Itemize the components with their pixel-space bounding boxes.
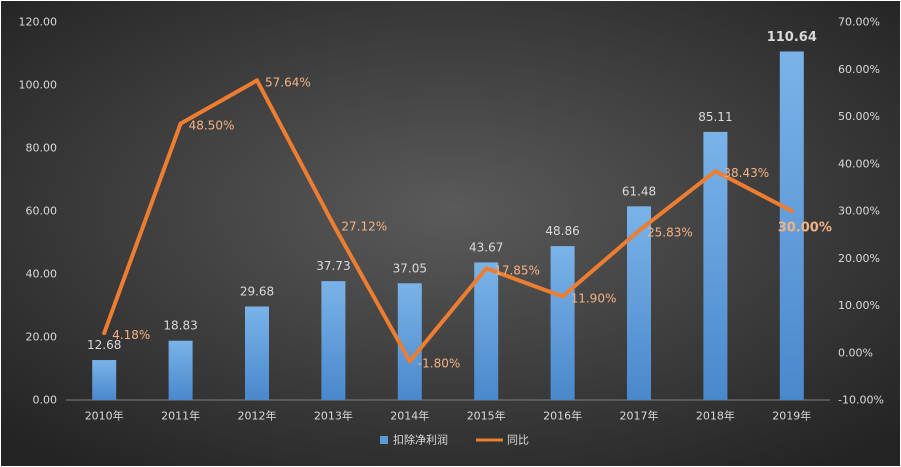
left-axis-tick-label: 0.00 [33,394,58,407]
yoy-line [102,78,794,364]
right-axis-tick-label: 60.00% [838,63,880,76]
legend-item-yoy: 同比 [476,434,529,447]
bar-value-label-2017: 61.48 [622,184,656,198]
right-axis-tick-label: 40.00% [838,157,880,170]
bar-value-label-2016: 48.86 [545,224,579,238]
yoy-point-2010 [102,330,107,335]
left-axis-tick-label: 80.00 [26,142,58,155]
yoy-point-2011 [178,121,183,126]
right-axis-tick-label: 30.00% [838,205,880,218]
yoy-point-2015 [484,266,489,271]
left-axis-tick-label: 40.00 [26,268,58,281]
bar-value-label-2014: 37.05 [393,261,427,275]
x-axis-tick-label-2018: 2018年 [696,409,735,423]
x-axis-tick-label-2016: 2016年 [543,409,582,423]
right-axis-tick-label: 20.00% [838,252,880,265]
legend-label-deducted-net-profit: 扣除净利润 [393,433,448,447]
yoy-value-label-2010: 4.18% [112,328,150,342]
line-series-yoy [102,78,794,364]
left-axis-tick-label: 120.00 [19,16,58,29]
bar-value-label-2018: 85.11 [698,110,732,124]
right-axis-tick-label: 10.00% [838,299,880,312]
bar-2012 [245,306,269,400]
legend-item-deducted-net-profit: 扣除净利润 [380,433,448,447]
yoy-value-label-2015: 17.85% [494,263,540,277]
bar-series-deducted-net-profit [92,51,804,400]
bar-2019 [779,51,804,400]
left-axis-tick-label: 60.00 [26,205,58,218]
bar-value-label-2019: 110.64 [767,30,817,45]
yoy-value-label-2016: 11.90% [571,292,617,306]
x-axis-tick-label-2019: 2019年 [772,409,811,423]
yoy-value-label-2019: 30.00% [778,221,832,236]
bar-2010 [92,360,117,400]
bar-value-label-2013: 37.73 [316,259,350,273]
right-axis-tick-label: -10.00% [838,394,884,407]
yoy-value-label-2018: 38.43% [723,166,769,180]
x-axis-tick-label-2015: 2015年 [467,409,506,423]
left-axis-tick-label: 100.00 [19,79,58,92]
bar-2016 [550,246,575,400]
yoy-point-2018 [713,169,718,174]
x-axis-tick-label-2011: 2011年 [161,409,200,423]
right-axis-tick-label: 0.00% [838,346,873,359]
yoy-value-label-2017: 25.83% [647,226,693,240]
yoy-point-2019 [789,209,794,213]
bar-value-label-2015: 43.67 [469,240,503,254]
legend-swatch-bar [380,436,388,444]
x-axis-tick-label-2010: 2010年 [85,409,124,423]
yoy-value-label-2011: 48.50% [189,119,235,133]
yoy-point-2016 [560,294,565,299]
yoy-value-label-2012: 57.64% [265,75,311,89]
right-axis-tick-label: 70.00% [838,16,880,29]
yoy-value-label-2013: 27.12% [341,220,387,234]
x-axis-tick-label-2012: 2012年 [238,409,277,423]
x-axis-tick-label-2013: 2013年 [314,409,353,423]
bar-2013 [321,281,346,400]
yoy-point-2013 [331,222,336,227]
bar-2015 [474,262,499,400]
bar-2014 [397,283,422,400]
x-axis-tick-label-2014: 2014年 [390,409,429,423]
bar-value-label-2012: 29.68 [240,285,274,299]
yoy-point-2017 [637,228,641,233]
x-axis-tick-label-2017: 2017年 [620,409,659,423]
legend: 扣除净利润 同比 [380,433,529,447]
legend-label-yoy: 同比 [507,434,529,447]
yoy-value-label-2014: -1.80% [418,356,460,370]
bar-2011 [168,340,193,400]
bar-value-label-2011: 18.83 [163,319,197,333]
yoy-point-2014 [407,359,412,364]
bar-value-label-2010: 12.68 [87,338,121,352]
right-axis-tick-label: 50.00% [838,110,880,123]
yoy-point-2012 [255,78,259,83]
axes: 0.00 20.00 40.00 60.00 80.00 100.00 120.00 -10.… [19,16,884,423]
data-labels: 12.68 18.83 29.68 37.73 37.05 43.67 48.86 61.48… [87,30,832,370]
left-axis-tick-label: 20.00 [26,331,58,344]
